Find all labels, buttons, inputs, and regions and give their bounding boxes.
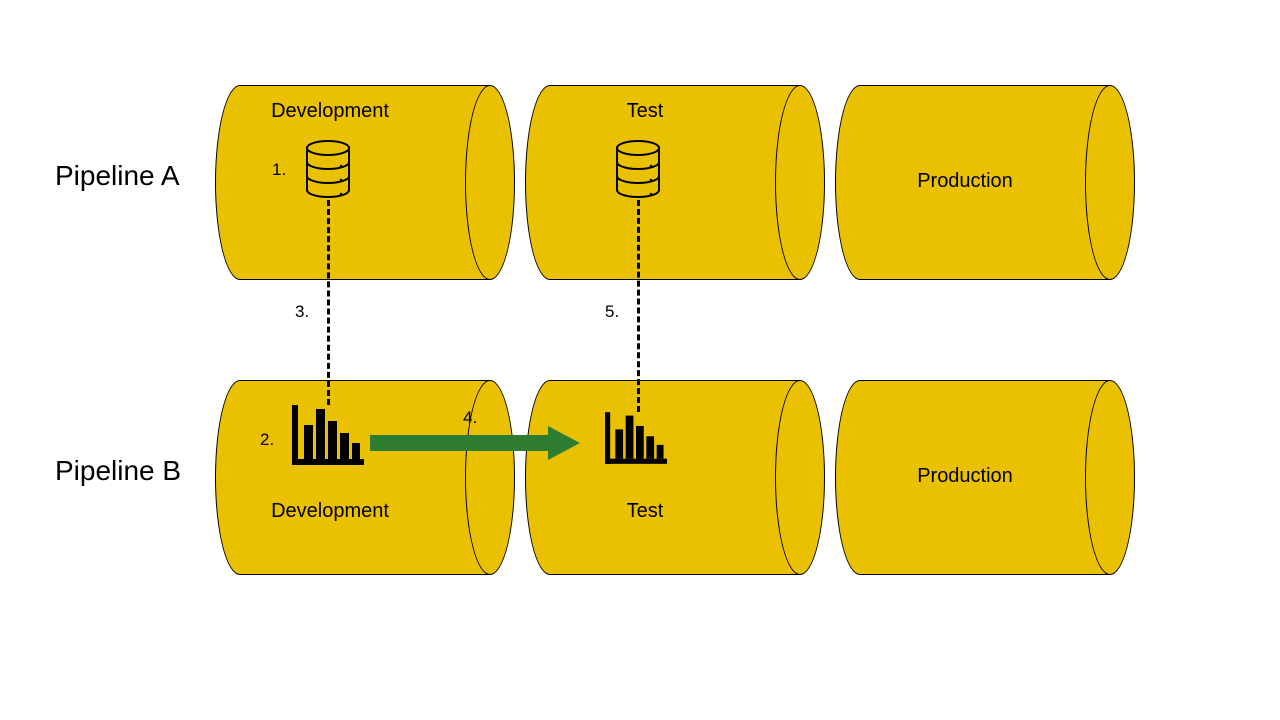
stage-label-a-production: Production [885, 170, 1045, 193]
stage-label-a-test: Test [575, 100, 715, 123]
connector-dash-2 [637, 200, 640, 412]
connector-dash-1 [327, 200, 330, 405]
database-icon [305, 140, 351, 203]
stage-label-b-development: Development [260, 500, 400, 523]
stage-label-a-development: Development [260, 100, 400, 123]
step-number-4: 4. [463, 408, 477, 428]
diagram-stage: Pipeline A Pipeline B Development Test P… [0, 0, 1280, 720]
pipeline-a-label: Pipeline A [55, 160, 180, 192]
step-number-3: 3. [295, 302, 309, 322]
stage-label-b-production: Production [885, 465, 1045, 488]
barchart-icon [605, 412, 667, 469]
stage-label-b-test: Test [575, 500, 715, 523]
step-number-2: 2. [260, 430, 274, 450]
cylinder-b-test [525, 380, 825, 575]
step-number-1: 1. [272, 160, 286, 180]
database-icon [615, 140, 661, 203]
arrow-deploy [370, 426, 580, 460]
step-number-5: 5. [605, 302, 619, 322]
pipeline-b-label: Pipeline B [55, 455, 181, 487]
barchart-icon [292, 405, 364, 470]
